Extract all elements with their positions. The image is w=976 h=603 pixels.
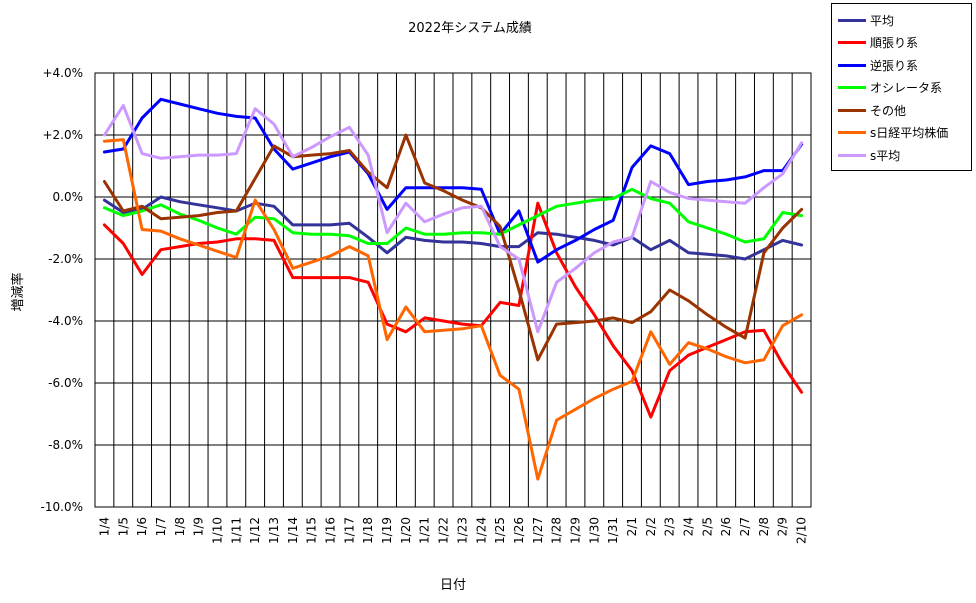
chart-title: 2022年システム成績	[408, 21, 532, 36]
x-tick-label: 1/25	[493, 517, 507, 544]
x-tick-label: 1/15	[305, 517, 319, 544]
x-tick-label: 2/3	[663, 517, 677, 536]
legend-item: その他	[838, 99, 906, 121]
legend-item: 逆張り系	[838, 54, 918, 76]
legend-label: 平均	[870, 13, 895, 28]
x-tick-label: 1/26	[512, 517, 526, 544]
y-tick-labels: +4.0% +2.0% 0.0% -2.0% -4.0% -6.0% -8.0% -10.0%	[41, 66, 83, 514]
x-tick-label: 2/1	[625, 517, 639, 536]
series-line-7	[102, 104, 804, 334]
legend-item: オシレータ系	[838, 77, 942, 99]
x-tick-label: 1/7	[154, 517, 168, 536]
x-tick-label: 1/27	[531, 517, 545, 544]
x-tick-label: 1/31	[606, 517, 620, 544]
legend-label: s日経平均株価	[870, 126, 949, 140]
x-tick-label: 2/6	[719, 517, 733, 536]
x-tick-label: 1/22	[437, 517, 451, 544]
legend-item: 平均	[838, 9, 894, 31]
legend-swatch	[838, 86, 866, 89]
y-tick-label: -6.0%	[48, 376, 83, 390]
x-tick-label: 2/4	[682, 517, 696, 536]
legend-item: s平均	[838, 144, 900, 166]
x-tick-label: 1/11	[229, 517, 243, 544]
legend-label: 逆張り系	[870, 58, 919, 73]
y-tick-label: -4.0%	[48, 314, 83, 328]
x-tick-label: 1/29	[568, 517, 582, 544]
series-line-2	[102, 201, 804, 419]
y-tick-label: +4.0%	[42, 66, 83, 80]
series-line-1	[102, 195, 804, 261]
legend-label: オシレータ系	[870, 81, 943, 95]
x-tick-label: 1/12	[248, 517, 262, 544]
x-tick-label: 2/8	[757, 517, 771, 536]
x-tick-label: 1/8	[173, 517, 187, 536]
legend-swatch	[838, 63, 866, 67]
y-tick-label: +2.0%	[42, 128, 83, 142]
x-tick-label: 2/2	[644, 517, 658, 536]
x-axis-label: 日付	[440, 578, 466, 593]
y-tick-label: 0.0%	[53, 190, 84, 204]
legend-swatch	[838, 153, 866, 157]
legend-swatch	[838, 108, 866, 112]
x-tick-label: 1/14	[286, 517, 300, 544]
y-tick-label: -8.0%	[48, 438, 83, 452]
legend-item: 順張り系	[838, 32, 918, 54]
series-line-6	[102, 138, 804, 481]
x-tick-label: 1/28	[550, 517, 564, 544]
x-tick-labels: 1/4 1/5 1/6 1/7 1/8 1/9 1/10 1/11 1/12 1/13 1/14 1/…	[97, 517, 808, 544]
legend: 平均順張り系逆張り系オシレータ系 その他 s日経平均株価 s平均	[831, 3, 972, 171]
legend-swatch	[838, 41, 866, 44]
series-line-3	[102, 97, 804, 264]
x-tick-label: 1/17	[342, 517, 356, 544]
x-tick-label: 1/9	[192, 517, 206, 536]
y-axis-label: 増減率	[10, 272, 26, 311]
x-tick-label: 1/19	[380, 517, 394, 544]
x-tick-label: 1/6	[135, 517, 149, 536]
y-tick-label: -10.0%	[41, 500, 83, 514]
series-lines	[102, 97, 804, 481]
x-tick-label: 2/7	[738, 517, 752, 536]
series-line-5	[102, 133, 804, 362]
x-tick-label: 1/16	[324, 517, 338, 544]
x-tick-label: 1/18	[361, 517, 375, 544]
legend-label: s平均	[870, 148, 901, 163]
legend-item: s日経平均株価	[838, 122, 948, 144]
x-tick-label: 1/13	[267, 517, 281, 544]
x-tick-label: 1/21	[418, 517, 432, 544]
legend-label: 順張り系	[870, 36, 919, 50]
x-tick-label: 1/30	[587, 517, 601, 544]
x-tick-label: 1/4	[97, 517, 111, 536]
legend-label: その他	[870, 103, 907, 118]
y-tick-label: -2.0%	[48, 252, 83, 266]
x-tick-label: 1/24	[474, 517, 488, 544]
legend-swatch	[838, 131, 866, 134]
x-tick-label: 2/10	[795, 517, 809, 544]
x-tick-label: 1/20	[399, 517, 413, 544]
grid	[95, 73, 811, 507]
series-line-4	[102, 187, 804, 245]
legend-swatch	[838, 18, 866, 22]
x-tick-label: 2/5	[700, 517, 714, 536]
x-tick-label: 1/5	[116, 517, 130, 536]
x-tick-label: 1/23	[455, 517, 469, 544]
x-tick-label: 2/9	[776, 517, 790, 536]
x-tick-label: 1/10	[210, 517, 224, 544]
